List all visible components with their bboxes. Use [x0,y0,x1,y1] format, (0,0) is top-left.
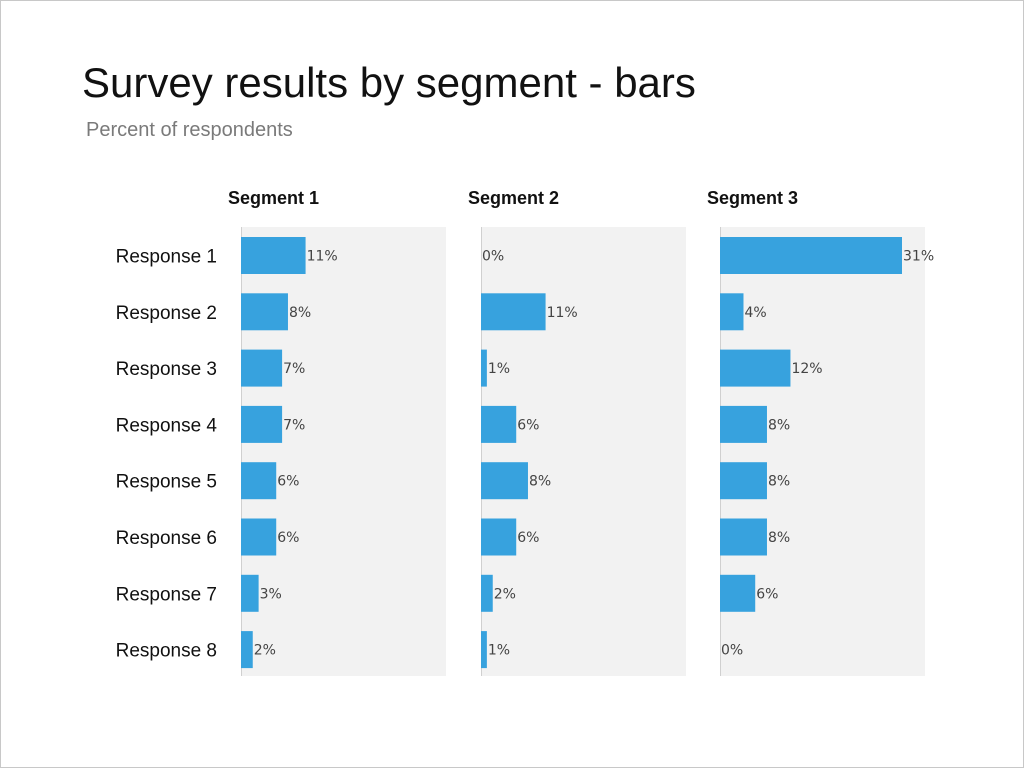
value-label-segment-3-response-5: 8% [768,474,790,490]
value-label-segment-2-response-1: 0% [482,249,504,265]
category-label-7: Response 7 [116,584,217,605]
category-label-2: Response 2 [116,303,217,324]
value-label-segment-1-response-4: 7% [283,417,305,433]
bar-segment-2-response-8 [481,631,487,669]
bar-segment-3-response-6 [720,518,767,556]
value-label-segment-2-response-7: 2% [494,586,516,602]
category-label-8: Response 8 [116,641,217,662]
value-label-segment-1-response-2: 8% [289,305,311,321]
value-label-segment-2-response-5: 8% [529,474,551,490]
value-label-segment-1-response-5: 6% [277,474,299,490]
bar-segment-3-response-3 [720,349,791,387]
bar-segment-1-response-8 [241,631,253,669]
category-label-3: Response 3 [116,359,217,380]
segment-label-3: Segment 3 [707,188,798,208]
bar-segment-2-response-7 [481,574,493,612]
value-label-segment-1-response-3: 7% [283,361,305,377]
bar-segment-1-response-4 [241,405,283,443]
value-label-segment-1-response-1: 11% [307,249,338,265]
bar-segment-1-response-5 [241,462,277,500]
value-label-segment-3-response-7: 6% [756,586,778,602]
value-label-segment-1-response-6: 6% [277,530,299,546]
bar-segment-2-response-4 [481,405,517,443]
bar-segment-3-response-7 [720,574,756,612]
category-label-1: Response 1 [116,247,217,268]
category-label-5: Response 5 [116,472,217,493]
value-label-segment-1-response-7: 3% [260,586,282,602]
category-label-4: Response 4 [116,415,218,436]
category-label-6: Response 6 [116,528,217,549]
chart-title: Survey results by segment - bars [82,59,696,106]
value-label-segment-2-response-4: 6% [517,417,539,433]
bar-segment-1-response-7 [241,574,259,612]
chart-subtitle: Percent of respondents [86,119,293,141]
value-label-segment-3-response-6: 8% [768,530,790,546]
bar-segment-3-response-2 [720,293,744,331]
segment-label-1: Segment 1 [228,188,319,208]
bar-segment-1-response-1 [241,237,306,274]
bar-segment-3-response-5 [720,462,767,500]
bar-segment-1-response-6 [241,518,277,556]
value-label-segment-3-response-3: 12% [791,361,822,377]
value-label-segment-3-response-4: 8% [768,417,790,433]
value-label-segment-1-response-8: 2% [254,643,276,659]
bar-segment-2-response-2 [481,293,546,331]
bar-segment-2-response-3 [481,349,487,387]
bar-segment-2-response-5 [481,462,528,500]
value-label-segment-3-response-2: 4% [744,305,766,321]
value-label-segment-2-response-2: 11% [547,305,578,321]
value-label-segment-3-response-8: 0% [721,643,743,659]
value-label-segment-3-response-1: 31% [903,249,934,265]
value-label-segment-2-response-8: 1% [488,643,510,659]
value-label-segment-2-response-6: 6% [517,530,539,546]
bar-segment-1-response-2 [241,293,288,331]
bar-segment-3-response-4 [720,405,767,443]
bar-segment-1-response-3 [241,349,283,387]
bar-segment-2-response-6 [481,518,517,556]
value-label-segment-2-response-3: 1% [488,361,510,377]
bar-segment-3-response-1 [720,237,902,274]
segment-label-2: Segment 2 [468,188,559,208]
